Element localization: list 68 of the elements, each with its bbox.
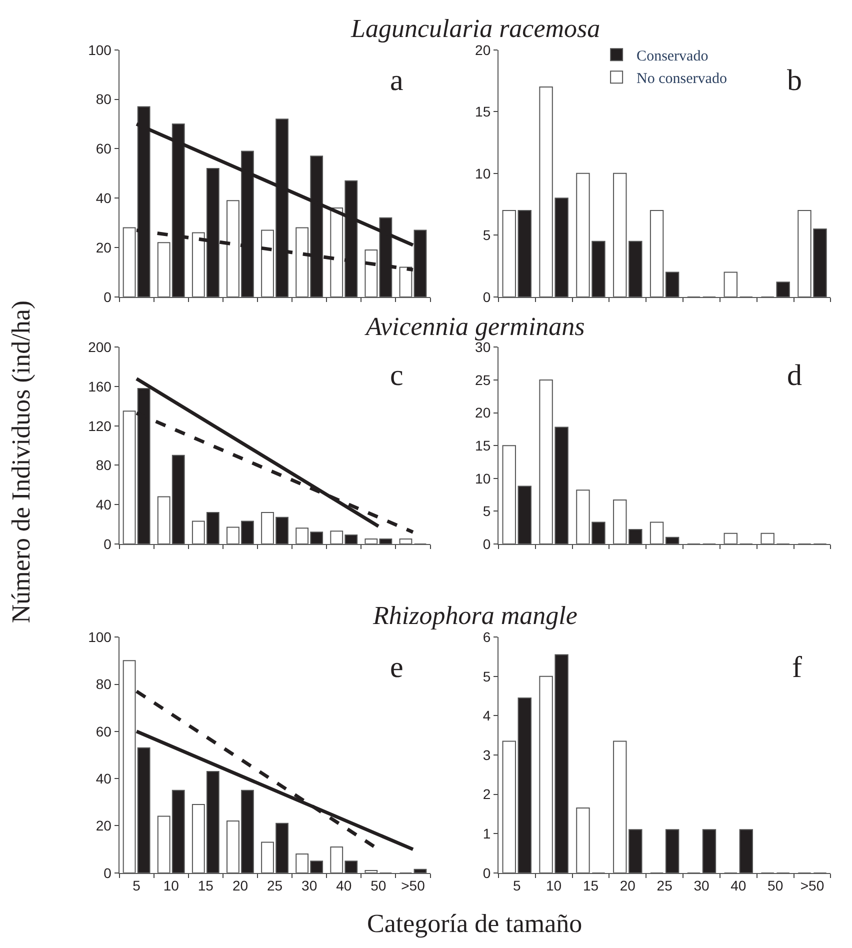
y-tick-label: 20 <box>96 239 112 256</box>
y-tick-label: 1 <box>482 826 491 842</box>
x-tick-label: 20 <box>232 878 248 894</box>
x-tick-label: 30 <box>694 878 710 894</box>
x-tick-label: 40 <box>730 878 746 894</box>
y-tick-label: 40 <box>96 770 112 786</box>
y-tick-label: 30 <box>475 339 491 356</box>
y-tick-label: 80 <box>96 676 112 692</box>
annotation: b <box>787 64 802 97</box>
y-tick-label: 200 <box>88 339 112 356</box>
y-tick-label: 10 <box>475 470 491 486</box>
chart-title: Laguncularia racemosa <box>350 14 600 43</box>
annotation: c <box>390 359 404 392</box>
annotation: a <box>390 64 404 97</box>
y-tick-label: 5 <box>482 668 491 684</box>
x-tick-label: 10 <box>163 878 180 894</box>
y-tick-label: 20 <box>475 404 491 421</box>
annotation: e <box>390 651 404 684</box>
y-tick-label: 2 <box>482 786 491 802</box>
y-tick-label: 0 <box>104 864 112 881</box>
y-tick-label: 80 <box>96 91 112 108</box>
x-tick-label: 40 <box>336 878 352 894</box>
x-tick-label: 20 <box>620 878 636 894</box>
x-tick-label: 30 <box>302 878 318 894</box>
y-tick-label: 60 <box>96 723 112 740</box>
annotation: f <box>792 651 802 684</box>
y-tick-label: 20 <box>475 42 491 58</box>
y-tick-label: 0 <box>482 536 491 552</box>
legend-label: No conservado <box>636 71 727 88</box>
y-tick-label: 100 <box>88 42 112 58</box>
y-tick-label: 25 <box>475 372 491 388</box>
y-tick-label: 0 <box>104 536 112 552</box>
x-axis-title: Categoría de tamaño <box>367 909 582 938</box>
y-tick-label: 20 <box>96 818 112 834</box>
x-tick-label: 5 <box>132 878 141 894</box>
chart-title: Avicennia germinans <box>364 312 585 341</box>
y-tick-label: 4 <box>482 708 491 724</box>
legend-label: Conservado <box>636 48 708 65</box>
y-tick-label: 40 <box>96 190 112 206</box>
x-tick-label: 5 <box>512 878 521 894</box>
y-tick-label: 5 <box>482 227 491 244</box>
y-tick-label: 40 <box>96 496 112 512</box>
y-tick-label: 0 <box>104 288 112 305</box>
chart-title: Rhizophora mangle <box>372 601 578 630</box>
y-tick-label: 15 <box>475 437 491 454</box>
x-tick-label: 50 <box>768 878 784 894</box>
y-tick-label: 80 <box>96 457 112 474</box>
y-tick-label: 3 <box>482 746 491 763</box>
x-tick-label: 10 <box>546 878 562 894</box>
x-tick-label: >50 <box>800 878 824 894</box>
y-tick-label: 120 <box>88 418 112 434</box>
x-tick-label: 15 <box>582 878 599 894</box>
x-tick-label: 50 <box>370 878 386 894</box>
y-tick-label: 0 <box>482 864 491 881</box>
annotation: d <box>787 359 802 392</box>
x-tick-label: 15 <box>198 878 214 894</box>
x-tick-label: 25 <box>266 878 283 894</box>
y-tick-label: 0 <box>482 288 491 305</box>
y-axis-title: Número de Individuos (ind/ha) <box>6 300 36 624</box>
y-tick-label: 5 <box>482 503 491 520</box>
y-tick-label: 6 <box>482 629 491 645</box>
y-tick-label: 60 <box>96 140 112 157</box>
y-tick-label: 10 <box>475 165 491 182</box>
x-tick-label: 25 <box>656 878 673 894</box>
y-tick-label: 160 <box>88 378 112 394</box>
y-tick-label: 15 <box>475 104 491 120</box>
y-tick-label: 100 <box>88 629 112 645</box>
x-tick-label: >50 <box>401 878 426 894</box>
